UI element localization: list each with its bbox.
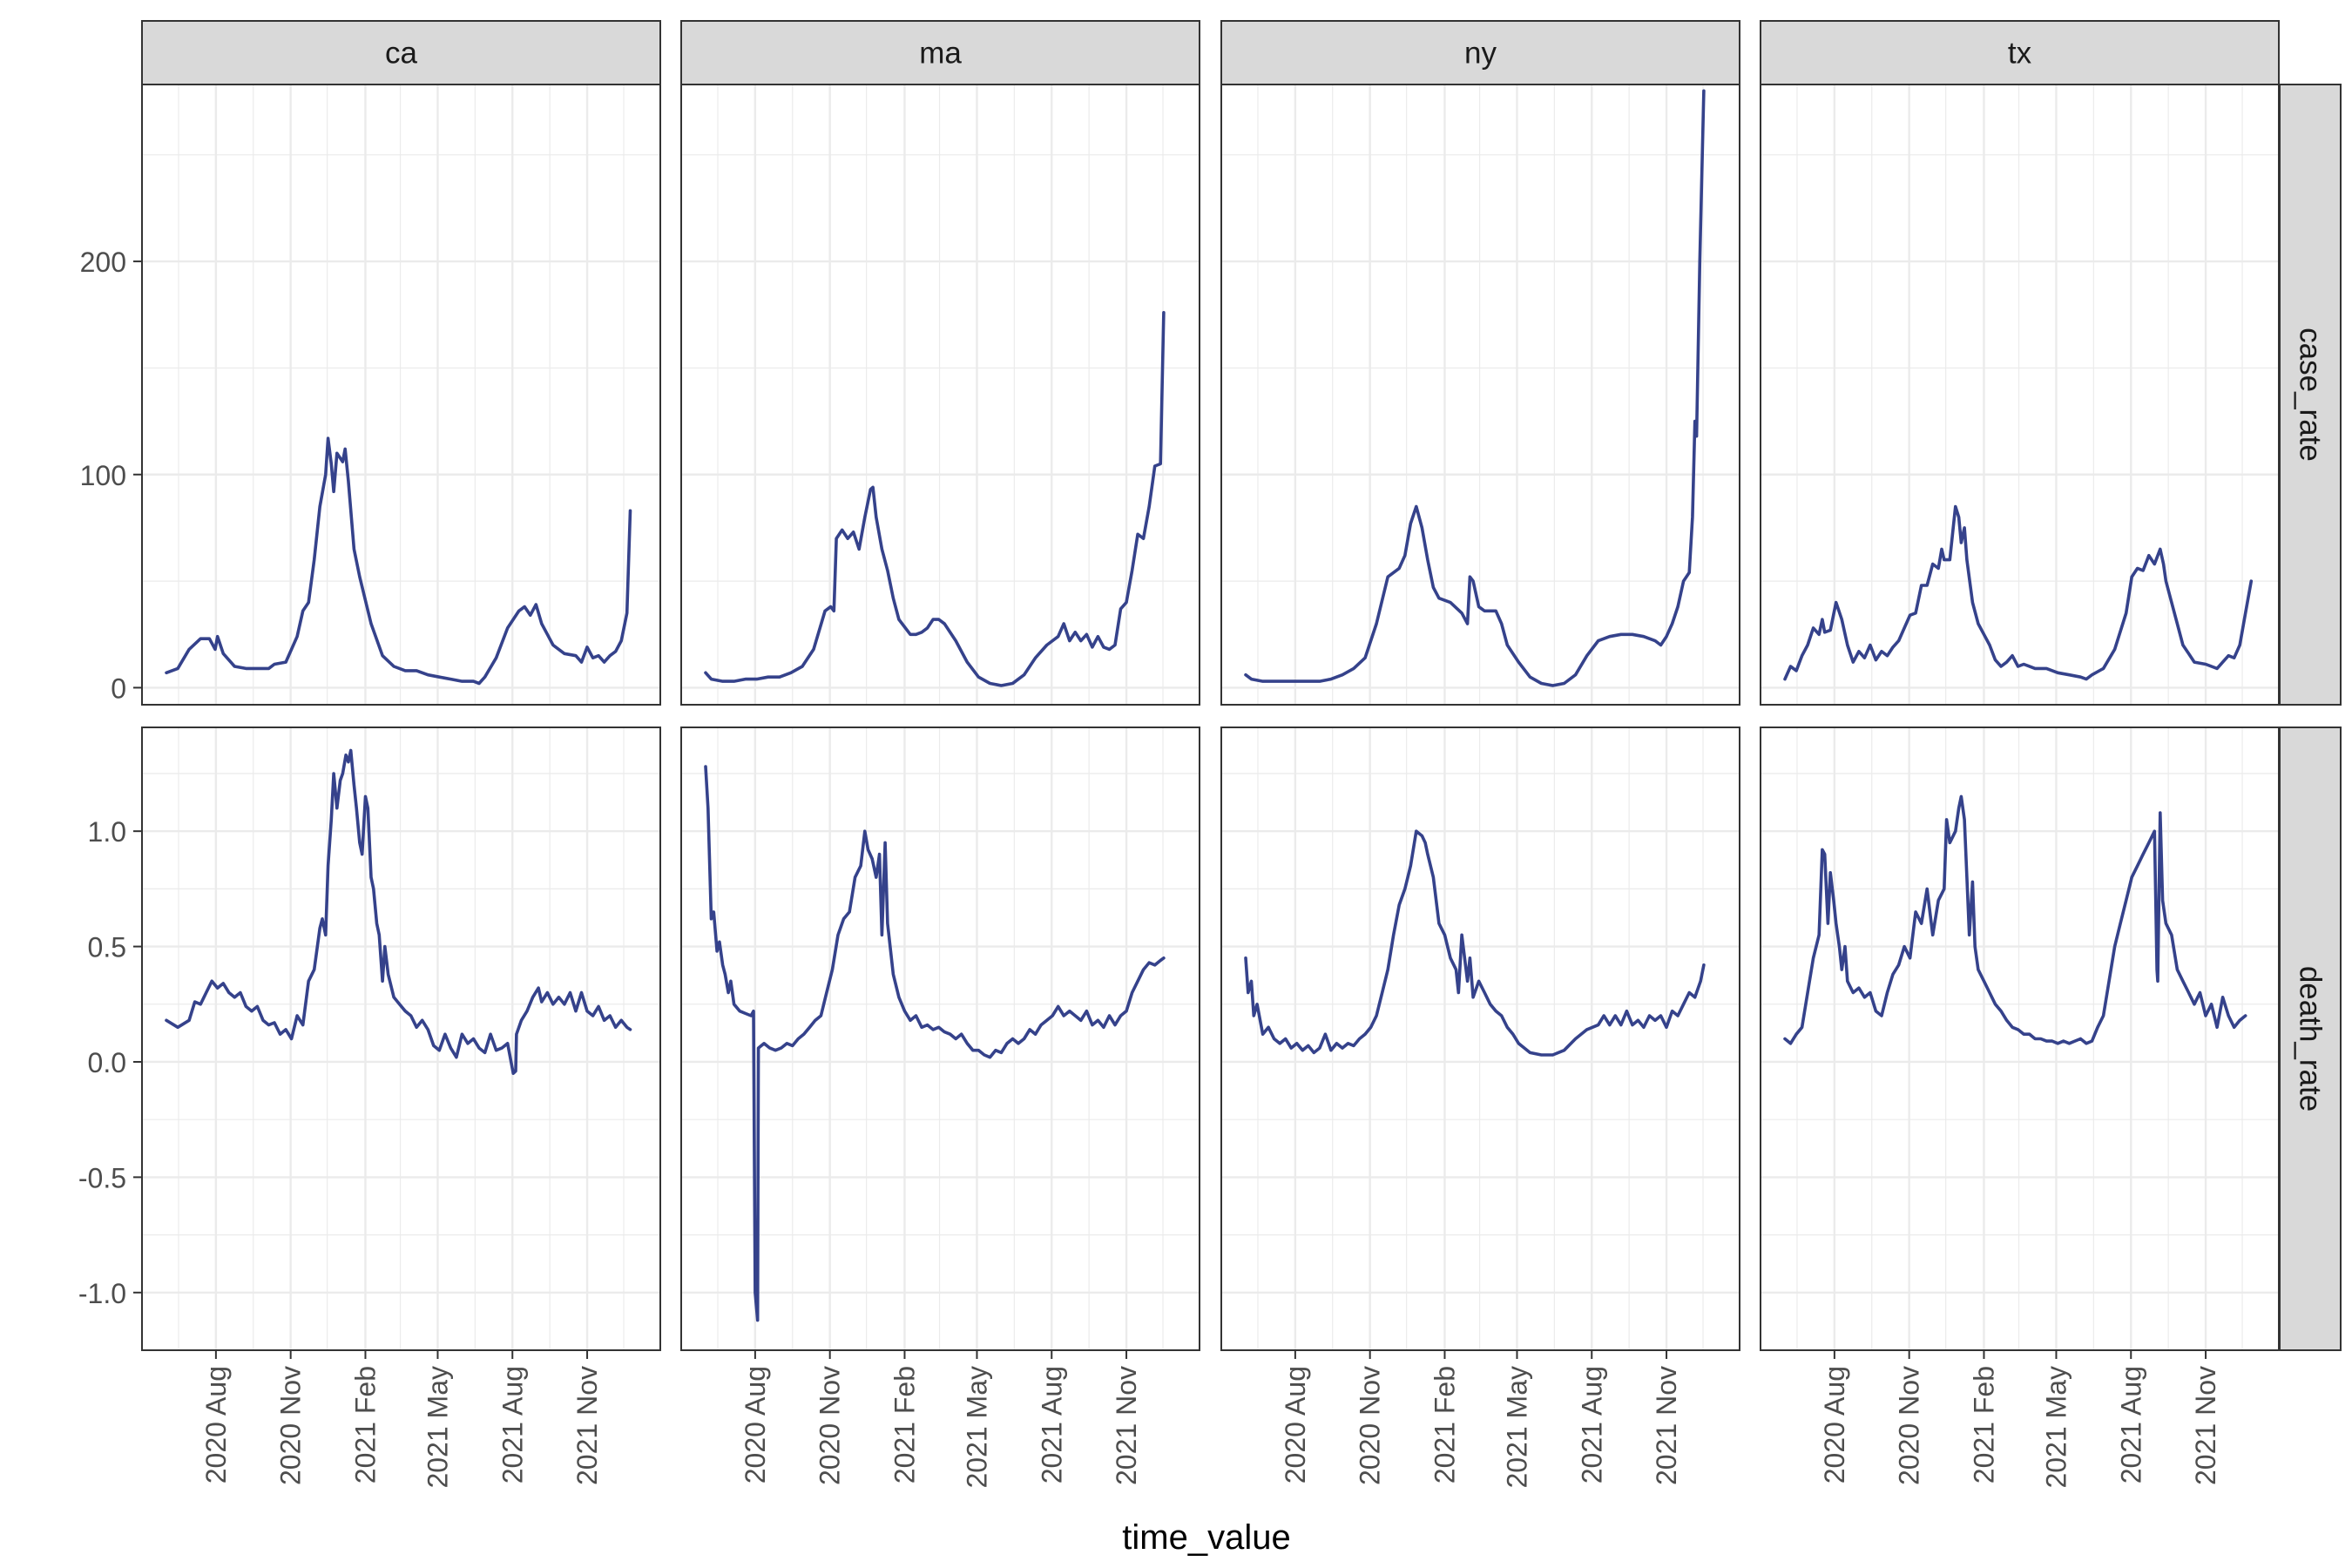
x-tick-label: 2021 Aug — [2115, 1366, 2146, 1484]
x-tick-label: 2021 Feb — [889, 1366, 920, 1484]
panel-case_rate-ca — [141, 84, 661, 706]
facet-strip-label-case_rate: case_rate — [2294, 328, 2328, 462]
series-line-case_rate-tx — [1783, 504, 2254, 681]
series-line-death_rate-ma — [704, 765, 1166, 1322]
facet-strip-ca — [141, 20, 661, 85]
series-line-death_rate-tx — [1783, 794, 2247, 1045]
y-tick-label: 200 — [80, 247, 126, 278]
x-tick-label: 2021 May — [422, 1366, 453, 1489]
y-tick-label: 0.5 — [88, 932, 126, 963]
x-tick-label: 2021 Nov — [571, 1366, 603, 1485]
x-tick-label: 2021 May — [1501, 1366, 1532, 1489]
x-tick-label: 2020 Aug — [1819, 1366, 1850, 1484]
x-tick-label: 2021 May — [961, 1366, 992, 1489]
x-tick-label: 2020 Aug — [1280, 1366, 1311, 1484]
x-tick-label: 2021 May — [2040, 1366, 2072, 1489]
x-tick-label: 2021 Feb — [1429, 1366, 1460, 1484]
panel-death_rate-ny: 2020 Aug 2020 Nov 2021 Feb 2021 May 2021 Aug… — [1220, 727, 1740, 1489]
y-tick-label: 100 — [80, 460, 126, 491]
panel-background — [681, 84, 1200, 705]
facet-strip-label-ny: ny — [1464, 37, 1497, 71]
y-tick-label: -1.0 — [78, 1278, 126, 1309]
facet-strip-label-ca: ca — [385, 37, 418, 71]
y-tick-label: 1.0 — [88, 816, 126, 848]
facet-strip-ma — [680, 20, 1200, 85]
panel-background — [1761, 727, 2279, 1350]
facet-strip-death_rate — [2279, 727, 2342, 1351]
panel-border — [1760, 84, 2280, 706]
series-line-case_rate-ny — [1244, 89, 1706, 687]
panel-death_rate-tx: 2020 Aug 2020 Nov 2021 Feb 2021 May 2021 Aug… — [1760, 727, 2280, 1489]
series-line-death_rate-ny — [1244, 829, 1706, 1057]
x-tick-label: 2020 Nov — [1355, 1366, 1386, 1485]
panel-border — [1220, 727, 1740, 1351]
panel-border — [1220, 84, 1740, 706]
facet-strip-label-ma: ma — [919, 37, 962, 71]
series-line-case_rate-ca — [165, 436, 632, 686]
panel-death_rate-ma: 2020 Aug 2020 Nov 2021 Feb 2021 May 2021 Aug… — [680, 727, 1200, 1489]
facet-strip-label-death_rate: death_rate — [2294, 966, 2328, 1112]
x-tick-label: 2021 Aug — [1576, 1366, 1607, 1484]
x-tick-label: 2021 Aug — [1036, 1366, 1067, 1484]
facet-strip-case_rate — [2279, 84, 2342, 706]
x-tick-label: 2020 Aug — [200, 1366, 232, 1484]
panel-border — [680, 84, 1200, 706]
panel-border — [680, 727, 1200, 1351]
panel-background — [1221, 727, 1740, 1350]
panel-border — [1760, 727, 2280, 1351]
panel-border — [141, 727, 661, 1351]
panel-background — [142, 727, 660, 1350]
y-tick-label: 0 — [111, 672, 126, 704]
facet-strip-tx — [1760, 20, 2280, 85]
x-tick-label: 2020 Aug — [740, 1366, 771, 1484]
series-line-case_rate-ma — [704, 310, 1166, 687]
series-line-death_rate-ca — [165, 748, 632, 1075]
x-tick-label: 2020 Nov — [1894, 1366, 1925, 1485]
panel-background — [142, 84, 660, 705]
x-tick-label: 2021 Feb — [349, 1366, 381, 1484]
panel-border — [141, 84, 661, 706]
y-tick-label: -0.5 — [78, 1162, 126, 1193]
panels-layer: ca ma ny tx case_rate 0 100 200 death_rate -1.0 -0… — [78, 20, 2342, 1489]
facet-strip-label-tx: tx — [2008, 37, 2032, 71]
panel-death_rate-ca: 2020 Aug 2020 Nov 2021 Feb 2021 May 2021 Aug… — [141, 727, 661, 1489]
x-tick-label: 2021 Nov — [1111, 1366, 1142, 1485]
x-tick-label: 2021 Nov — [1651, 1366, 1682, 1485]
panel-background — [1221, 84, 1740, 705]
x-axis-title: time_value — [1122, 1518, 1290, 1557]
x-tick-label: 2020 Nov — [275, 1366, 307, 1485]
x-tick-label: 2021 Aug — [497, 1366, 528, 1484]
panel-background — [1761, 84, 2279, 705]
x-tick-label: 2021 Feb — [1968, 1366, 1999, 1484]
panel-case_rate-ma — [680, 84, 1200, 706]
panel-case_rate-tx — [1760, 84, 2280, 706]
y-tick-label: 0.0 — [88, 1047, 126, 1078]
panel-case_rate-ny — [1220, 84, 1740, 706]
x-tick-label: 2020 Nov — [814, 1366, 846, 1485]
x-tick-label: 2021 Nov — [2190, 1366, 2221, 1485]
